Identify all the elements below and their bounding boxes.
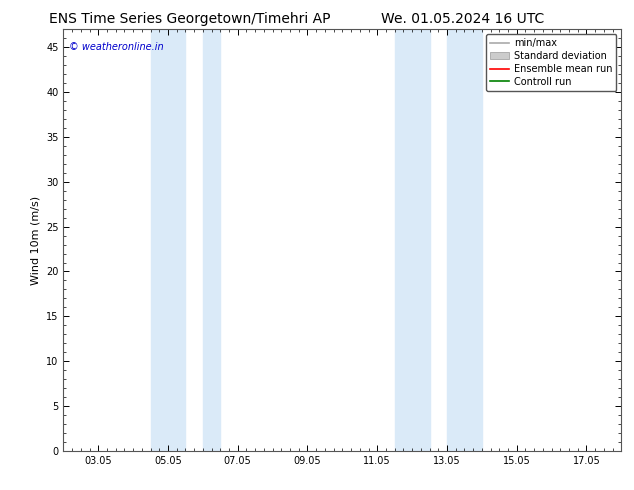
Bar (150, 29, 185, 451)
Bar (447, 29, 482, 451)
Text: ENS Time Series Georgetown/Timehri AP: ENS Time Series Georgetown/Timehri AP (49, 12, 331, 26)
Y-axis label: Wind 10m (m/s): Wind 10m (m/s) (30, 196, 41, 285)
Bar (203, 29, 221, 451)
Legend: min/max, Standard deviation, Ensemble mean run, Controll run: min/max, Standard deviation, Ensemble me… (486, 34, 616, 91)
Text: © weatheronline.in: © weatheronline.in (69, 42, 164, 52)
Bar (394, 29, 429, 451)
Text: We. 01.05.2024 16 UTC: We. 01.05.2024 16 UTC (381, 12, 545, 26)
